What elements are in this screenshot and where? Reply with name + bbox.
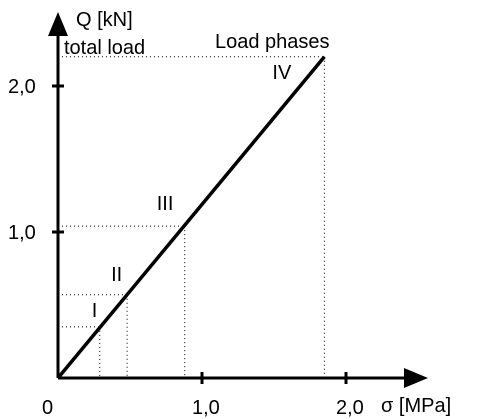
x-axis-label: σ [MPa] [381, 395, 451, 417]
phase-label-1: II [111, 264, 122, 286]
y-tick-label-0: 1,0 [8, 222, 36, 244]
chart-title: Load phases [215, 31, 330, 53]
dotted-guides [58, 56, 325, 378]
x-tick-label-1: 2,0 [336, 397, 364, 419]
axis-ticks: 1,0 2,0 1,0 2,0 [8, 76, 364, 419]
series-group [56, 55, 326, 380]
y-tick-label-1: 2,0 [8, 76, 36, 98]
x-axis-arrow-icon [404, 368, 428, 388]
phase-label-2: III [157, 193, 174, 215]
y-axis-label-line2: total load [64, 37, 145, 59]
y-axis-label-line1: Q [kN] [76, 9, 133, 31]
x-tick-label-0: 1,0 [192, 397, 220, 419]
phase-label-3: IV [272, 62, 292, 84]
origin-label: 0 [42, 397, 53, 419]
phase-label-0: I [92, 300, 98, 322]
load-line-series-0 [56, 55, 326, 380]
y-axis-arrow-icon [48, 12, 68, 36]
